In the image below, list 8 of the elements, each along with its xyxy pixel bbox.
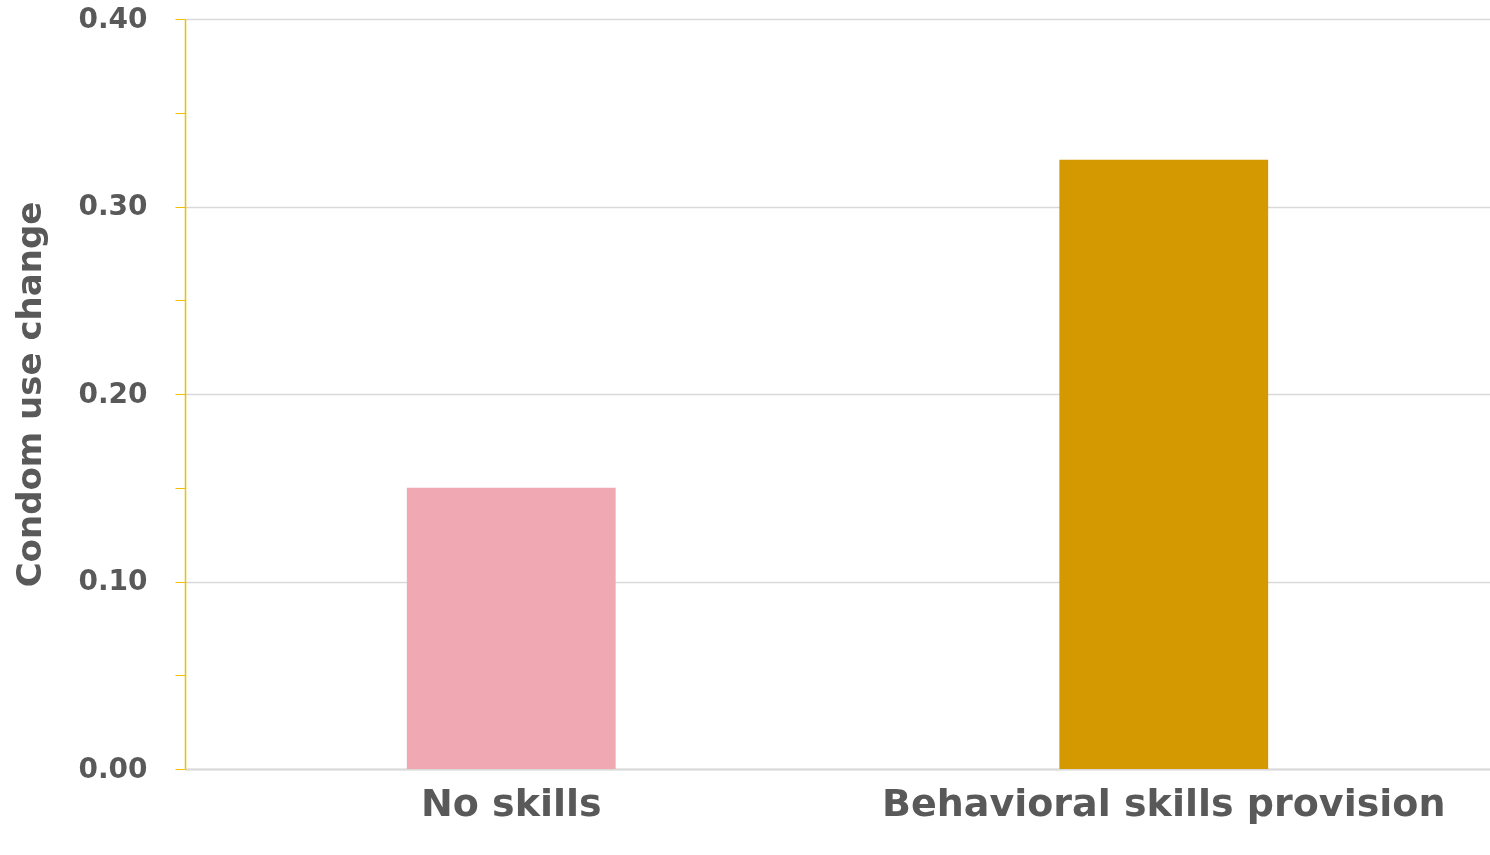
x-tick-label: No skills [420,780,602,825]
y-tick-label: 0.40 [78,1,148,35]
y-tick-label: 0.00 [78,751,148,785]
y-tick-label: 0.10 [78,564,148,597]
y-tick-label: 0.20 [78,376,148,410]
y-axis-title: Condom use change [9,201,50,588]
y-tick-label: 0.30 [78,189,148,222]
x-tick-label: Behavioral skills provision [882,780,1446,825]
